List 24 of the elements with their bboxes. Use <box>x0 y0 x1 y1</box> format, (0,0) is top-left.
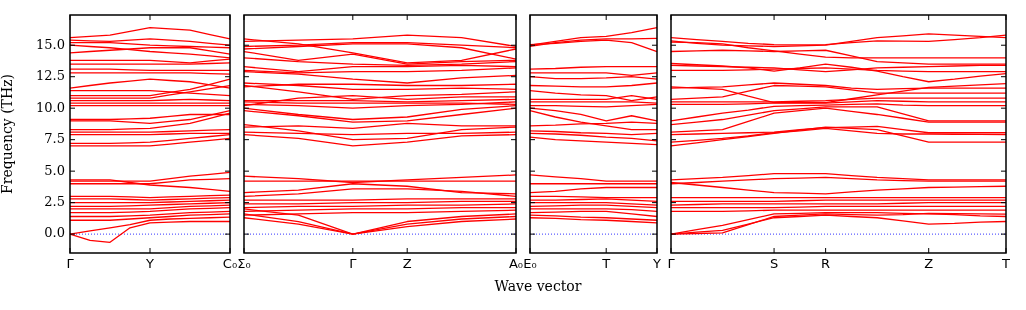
x-tick-label: Z <box>402 256 412 272</box>
x-tick-label: S <box>769 256 779 272</box>
x-tick-label: T <box>1001 256 1011 272</box>
x-tick-label: Y <box>652 256 662 272</box>
y-tick-label: 10.0 <box>36 99 65 115</box>
x-tick-label: Y <box>145 256 155 272</box>
y-tick-label: 7.5 <box>44 131 65 147</box>
y-tick-label: 2.5 <box>44 194 65 209</box>
x-tick-label: A₀ <box>508 256 524 272</box>
x-tick-label: Γ <box>667 256 676 272</box>
x-tick-label: Γ <box>66 256 75 272</box>
x-tick-label: Z <box>924 256 934 272</box>
y-tick-label: 12.5 <box>36 68 65 84</box>
x-tick-label: R <box>821 256 831 272</box>
y-tick-label: 0.0 <box>44 225 65 241</box>
y-tick-label: 5.0 <box>44 162 65 178</box>
y-axis-title: Frequency (THz) <box>0 73 16 195</box>
x-tick-label: T <box>601 256 611 272</box>
x-tick-label: C₀ <box>222 256 238 272</box>
x-tick-label: Σ₀ <box>237 256 251 272</box>
x-tick-label: E₀ <box>523 256 537 272</box>
x-tick-label: Γ <box>349 256 358 272</box>
x-axis-title: Wave vector <box>494 278 582 294</box>
y-tick-label: 15.0 <box>36 36 65 52</box>
